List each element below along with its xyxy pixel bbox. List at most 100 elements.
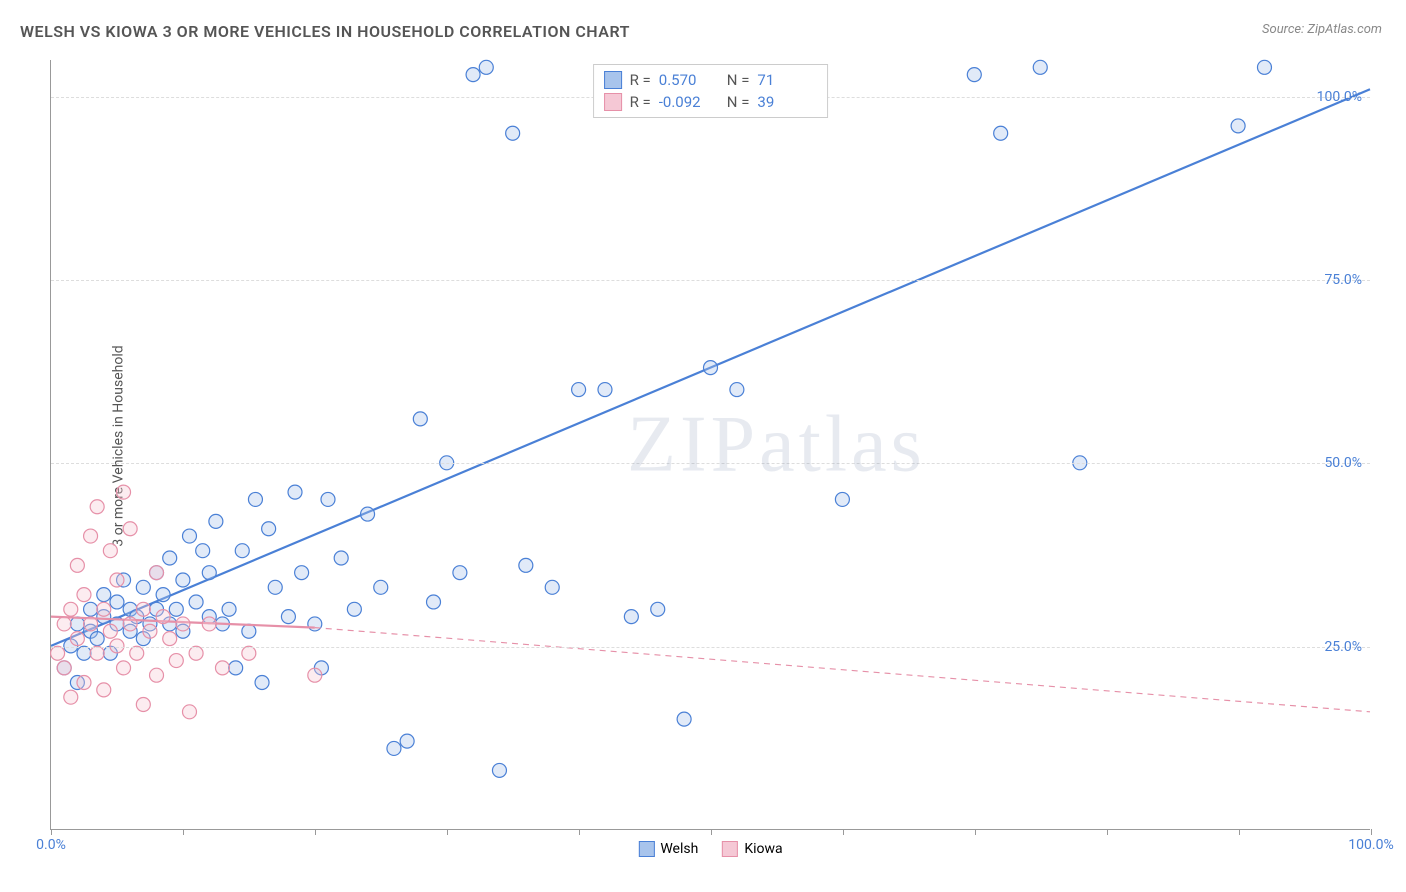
data-point bbox=[90, 646, 104, 660]
y-tick-label: 100.0% bbox=[1317, 89, 1362, 105]
data-point bbox=[84, 617, 98, 631]
x-tick bbox=[975, 829, 976, 835]
x-tick-label: 0.0% bbox=[36, 837, 66, 853]
plot-area: ZIPatlas R = 0.570 N = 71 R = -0.092 N =… bbox=[50, 60, 1370, 830]
legend-swatch-kiowa bbox=[604, 93, 622, 111]
data-point bbox=[57, 617, 71, 631]
data-point bbox=[64, 690, 78, 704]
data-point bbox=[704, 361, 718, 375]
data-point bbox=[77, 588, 91, 602]
data-point bbox=[169, 602, 183, 616]
data-point bbox=[235, 544, 249, 558]
gridline bbox=[51, 647, 1370, 648]
legend-label-welsh: Welsh bbox=[660, 841, 698, 857]
data-point bbox=[361, 507, 375, 521]
y-tick-label: 50.0% bbox=[1324, 455, 1362, 471]
x-tick bbox=[315, 829, 316, 835]
data-point bbox=[281, 610, 295, 624]
x-tick bbox=[1371, 829, 1372, 835]
legend-row-kiowa: R = -0.092 N = 39 bbox=[604, 91, 818, 113]
data-point bbox=[288, 485, 302, 499]
n-value-welsh: 71 bbox=[757, 71, 817, 89]
x-tick bbox=[183, 829, 184, 835]
data-point bbox=[413, 412, 427, 426]
data-point bbox=[202, 617, 216, 631]
data-point bbox=[321, 492, 335, 506]
x-tick bbox=[51, 829, 52, 835]
data-point bbox=[183, 705, 197, 719]
n-label: N = bbox=[727, 93, 750, 111]
data-point bbox=[466, 68, 480, 82]
data-point bbox=[103, 624, 117, 638]
r-value-welsh: 0.570 bbox=[659, 71, 719, 89]
data-point bbox=[90, 500, 104, 514]
data-point bbox=[189, 595, 203, 609]
source-label: Source: ZipAtlas.com bbox=[1262, 22, 1382, 37]
data-point bbox=[1231, 119, 1245, 133]
data-point bbox=[51, 646, 65, 660]
data-point bbox=[730, 383, 744, 397]
data-point bbox=[374, 580, 388, 594]
data-point bbox=[202, 566, 216, 580]
plot-svg bbox=[51, 60, 1370, 829]
data-point bbox=[598, 383, 612, 397]
data-point bbox=[572, 383, 586, 397]
legend-swatch-welsh bbox=[604, 71, 622, 89]
data-point bbox=[222, 602, 236, 616]
data-point bbox=[123, 522, 137, 536]
x-tick bbox=[1239, 829, 1240, 835]
data-point bbox=[163, 551, 177, 565]
data-point bbox=[453, 566, 467, 580]
data-point bbox=[70, 632, 84, 646]
data-point bbox=[97, 588, 111, 602]
swatch-kiowa-icon bbox=[722, 841, 738, 857]
gridline bbox=[51, 280, 1370, 281]
data-point bbox=[242, 646, 256, 660]
data-point bbox=[156, 610, 170, 624]
data-point bbox=[492, 763, 506, 777]
r-label: R = bbox=[630, 71, 651, 89]
data-point bbox=[519, 558, 533, 572]
data-point bbox=[334, 551, 348, 565]
data-point bbox=[308, 668, 322, 682]
r-label: R = bbox=[630, 93, 651, 111]
x-tick bbox=[843, 829, 844, 835]
data-point bbox=[110, 595, 124, 609]
data-point bbox=[169, 654, 183, 668]
gridline bbox=[51, 463, 1370, 464]
data-point bbox=[387, 741, 401, 755]
data-point bbox=[136, 580, 150, 594]
data-point bbox=[117, 485, 131, 499]
data-point bbox=[545, 580, 559, 594]
data-point bbox=[156, 588, 170, 602]
data-point bbox=[262, 522, 276, 536]
data-point bbox=[268, 580, 282, 594]
data-point bbox=[215, 661, 229, 675]
n-label: N = bbox=[727, 71, 750, 89]
data-point bbox=[90, 632, 104, 646]
data-point bbox=[97, 683, 111, 697]
n-value-kiowa: 39 bbox=[757, 93, 817, 111]
data-point bbox=[176, 617, 190, 631]
legend-series: Welsh Kiowa bbox=[638, 841, 782, 857]
data-point bbox=[209, 514, 223, 528]
data-point bbox=[136, 698, 150, 712]
data-point bbox=[229, 661, 243, 675]
data-point bbox=[97, 602, 111, 616]
data-point bbox=[427, 595, 441, 609]
data-point bbox=[255, 676, 269, 690]
data-point bbox=[506, 126, 520, 140]
x-tick bbox=[711, 829, 712, 835]
data-point bbox=[1033, 60, 1047, 74]
legend-item-welsh: Welsh bbox=[638, 841, 698, 857]
data-point bbox=[994, 126, 1008, 140]
data-point bbox=[57, 661, 71, 675]
legend-label-kiowa: Kiowa bbox=[744, 841, 782, 857]
data-point bbox=[136, 602, 150, 616]
data-point bbox=[196, 544, 210, 558]
data-point bbox=[130, 646, 144, 660]
data-point bbox=[110, 573, 124, 587]
data-point bbox=[308, 617, 322, 631]
data-point bbox=[103, 544, 117, 558]
data-point bbox=[150, 668, 164, 682]
